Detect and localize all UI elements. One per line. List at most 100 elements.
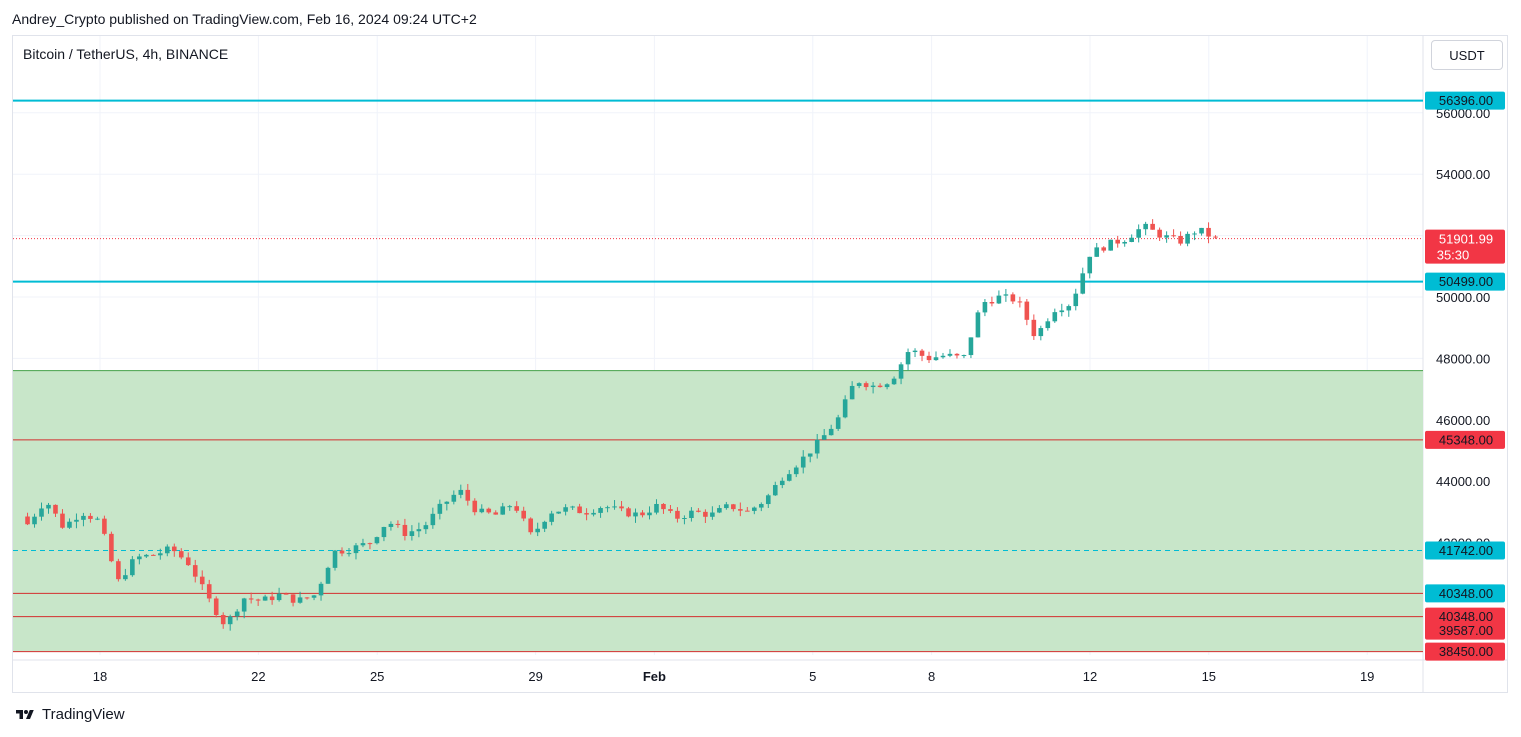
candle-body [1150, 223, 1155, 230]
candle-body [339, 550, 345, 554]
candle-body [1045, 321, 1051, 329]
candle-body [598, 508, 603, 513]
candle-body [213, 598, 219, 615]
candle-body [626, 508, 631, 517]
candle-body [926, 355, 932, 361]
price-tag-56396-bg [1425, 91, 1505, 110]
candle-body [912, 350, 918, 353]
candle-body [619, 506, 624, 509]
candle-body [486, 508, 492, 513]
candle-body [444, 501, 450, 504]
candle-body [178, 551, 184, 558]
candle-body [53, 504, 58, 514]
candle-body [758, 504, 764, 508]
price-tick-label: 50000.00 [1436, 290, 1490, 305]
tradingview-brand[interactable]: TradingView [14, 706, 125, 723]
candle-body [752, 507, 757, 511]
candle-body [556, 511, 561, 514]
candle-body [989, 302, 995, 304]
time-tick-label: 8 [928, 669, 935, 684]
candle-body [25, 516, 30, 525]
currency-button[interactable]: USDT [1431, 40, 1503, 70]
candle-body [1073, 293, 1079, 307]
candle-body [304, 597, 310, 599]
candle-body [521, 510, 526, 519]
price-tag-50499-bg [1425, 272, 1505, 291]
time-tick-label: 15 [1202, 669, 1216, 684]
candle-countdown: 35:30 [1437, 248, 1470, 263]
candle-body [171, 546, 177, 552]
candle-body [612, 506, 617, 508]
candle-body [388, 523, 394, 527]
candle-body [786, 474, 792, 481]
candle-body [1143, 223, 1148, 230]
candle-body [458, 489, 464, 495]
candle-body [807, 453, 813, 457]
candle-body [206, 584, 212, 599]
time-tick-label: 19 [1360, 669, 1374, 684]
candle-body [814, 439, 820, 454]
candle-body [39, 508, 44, 517]
candle-body [961, 355, 967, 357]
candle-body [745, 510, 750, 512]
candle-body [835, 417, 841, 429]
candle-body [151, 554, 156, 556]
price-tag-56396-text: 56396.00 [1439, 93, 1493, 108]
candle-body [297, 597, 303, 603]
candle-body [731, 504, 736, 510]
candle-body [828, 428, 834, 436]
candle-body [262, 596, 268, 601]
candle-body [717, 508, 722, 513]
candle-body [493, 512, 499, 515]
time-tick-label: 25 [370, 669, 384, 684]
candle-body [563, 507, 568, 512]
candle-body [891, 378, 897, 385]
candle-body [675, 510, 680, 519]
candle-body [248, 598, 254, 600]
candle-body [123, 575, 128, 580]
candle-body [919, 350, 925, 356]
candle-body [765, 495, 771, 505]
brand-name: TradingView [42, 706, 125, 723]
chart-frame [12, 35, 1508, 693]
price-axis[interactable]: 56000.0054000.0052000.0050000.0048000.00… [1436, 106, 1490, 551]
price-tag-56396: 56396.00 [1425, 91, 1505, 110]
candle-body [130, 559, 135, 576]
candle-body [584, 513, 589, 515]
candle-body [465, 489, 471, 501]
candle-body [1171, 235, 1176, 237]
candle-body [821, 435, 827, 440]
price-tag-41742-text: 41742.00 [1439, 543, 1493, 558]
candle-body [276, 593, 282, 601]
candle-body [451, 494, 457, 502]
candle-body [1108, 239, 1114, 251]
symbol-title: Bitcoin / TetherUS, 4h, BINANCE [23, 46, 229, 62]
candle-body [311, 595, 317, 598]
candle-body [318, 583, 324, 596]
candle-body [1038, 328, 1044, 337]
candle-body [1178, 235, 1183, 244]
candle-body [395, 523, 401, 525]
candle-body [954, 353, 960, 356]
candle-body [88, 515, 93, 519]
time-axis[interactable]: 18 22 25 29 Feb 5 8 12 15 19 [93, 669, 1375, 684]
candle-body [185, 557, 191, 566]
price-tags-layer: 56396.00 50499.00 45348.00 41742.00 40348.00… [1425, 91, 1505, 661]
price-tag-extra-39587-bg [1425, 621, 1505, 640]
candle-body [975, 312, 981, 338]
candle-body [164, 546, 170, 554]
candle-body [67, 521, 72, 528]
candle-body [605, 507, 610, 509]
time-tick-label: 5 [809, 669, 816, 684]
candle-body [1136, 229, 1141, 238]
candle-body [269, 596, 275, 601]
candle-body [290, 594, 296, 603]
candle-body [109, 533, 114, 562]
candle-body [905, 352, 911, 365]
candle-body [1185, 233, 1190, 244]
candle-body [1129, 237, 1134, 242]
price-tag-50499-text: 50499.00 [1439, 274, 1493, 289]
candle-body [220, 614, 226, 625]
current-price-value: 51901.99 [1439, 232, 1493, 247]
